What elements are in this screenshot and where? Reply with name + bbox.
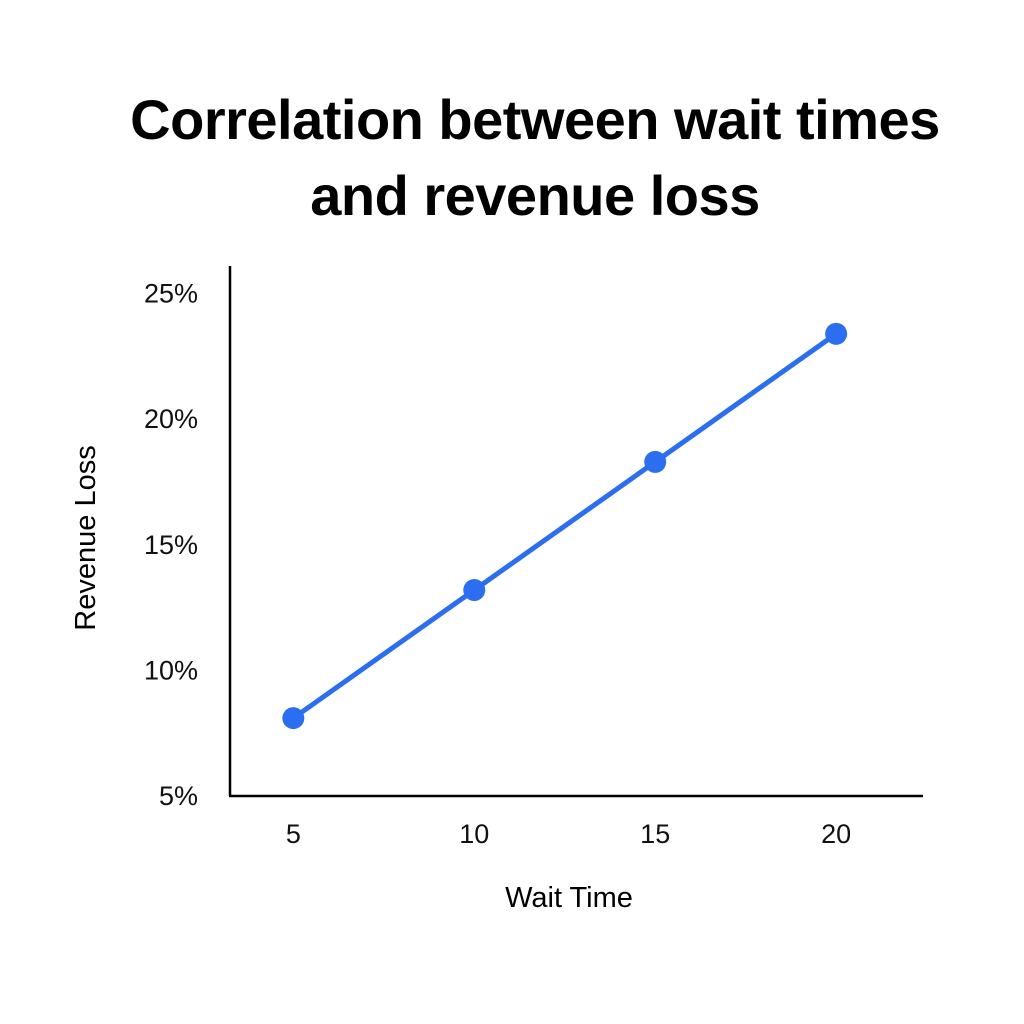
- chart-title-line-1: Correlation between wait times: [130, 88, 940, 151]
- axes: [228, 266, 923, 798]
- y-tick-label: 20%: [144, 404, 198, 434]
- y-tick-label: 10%: [144, 655, 198, 685]
- x-tick-label: 5: [286, 819, 301, 849]
- x-tick-labels: 5 10 15 20: [286, 819, 851, 849]
- x-tick-label: 20: [821, 819, 851, 849]
- y-axis-label: Revenue Loss: [70, 445, 102, 630]
- x-tick-label: 15: [640, 819, 670, 849]
- x-tick-label: 10: [459, 819, 489, 849]
- chart-title: Correlation between wait times and reven…: [0, 82, 1024, 234]
- x-axis-label: Wait Time: [505, 882, 633, 914]
- y-tick-label: 25%: [144, 279, 198, 309]
- y-tick-label: 15%: [144, 530, 198, 560]
- series-line: [290, 331, 839, 721]
- y-tick-label: 5%: [159, 781, 198, 811]
- data-point: [282, 707, 305, 730]
- chart-title-line-2: and revenue loss: [310, 164, 760, 227]
- data-point: [463, 579, 486, 602]
- data-point: [825, 322, 848, 345]
- data-series: [282, 322, 848, 730]
- data-point: [644, 450, 667, 473]
- y-tick-labels: 5% 10% 15% 20% 25%: [144, 279, 198, 811]
